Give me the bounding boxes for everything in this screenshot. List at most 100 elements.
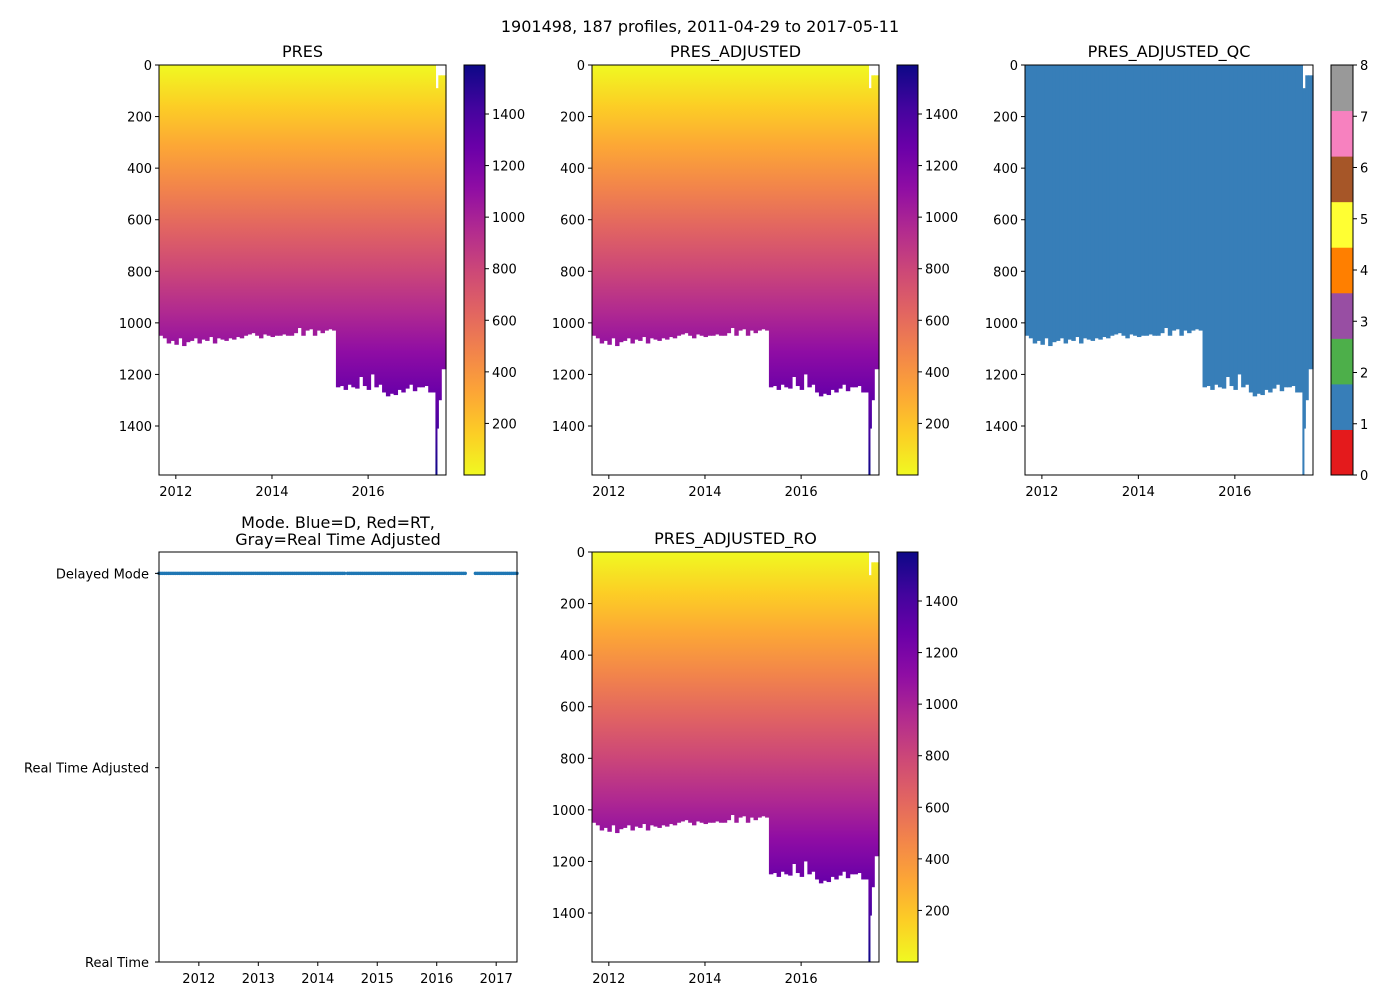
profile-column xyxy=(1202,65,1207,388)
profile-column xyxy=(1256,65,1262,394)
profile-column xyxy=(807,552,812,875)
profile-column xyxy=(282,65,287,335)
profile-column xyxy=(1279,65,1285,392)
profile-column xyxy=(668,65,674,338)
profile-column xyxy=(212,65,218,344)
profile-column xyxy=(332,65,337,331)
x-tick-label: 2016 xyxy=(420,972,453,987)
profile-column xyxy=(638,552,643,828)
profile-column xyxy=(378,65,383,385)
y-tick-label: 200 xyxy=(127,111,152,126)
profile-column xyxy=(722,552,728,823)
profile-column xyxy=(707,552,712,823)
axes-frame xyxy=(158,64,447,476)
y-tick-label: 1400 xyxy=(552,907,585,922)
profile-column xyxy=(795,552,801,874)
profile-column xyxy=(676,65,682,336)
profile-column xyxy=(830,65,835,390)
profile-column xyxy=(1303,88,1306,429)
profile-column xyxy=(595,65,601,339)
profile-column xyxy=(1144,65,1150,336)
profile-column xyxy=(270,65,275,338)
profile-column xyxy=(397,65,402,390)
profile-column xyxy=(393,65,399,396)
profile-column xyxy=(251,65,256,334)
profile-column xyxy=(799,65,805,390)
profile-column xyxy=(1187,65,1192,334)
profile-column xyxy=(630,552,635,831)
profile-column xyxy=(1067,65,1072,340)
profile-column xyxy=(205,65,210,341)
profile-column xyxy=(703,65,708,338)
colorbar-tick-label: 800 xyxy=(925,750,950,765)
subplot-1: PRES_ADJUSTED 0 200 400 600 800 1000 1200 1400 20… xyxy=(552,42,958,500)
profile-column xyxy=(1071,65,1076,341)
x-tick-label: 2014 xyxy=(688,972,721,987)
profile-column xyxy=(615,65,620,347)
profile-column xyxy=(680,552,685,822)
profile-column xyxy=(1086,65,1092,340)
profile-column xyxy=(684,65,689,334)
profile-column xyxy=(197,65,202,344)
profile-column xyxy=(351,65,356,388)
profile-column xyxy=(788,552,793,876)
profile-column xyxy=(861,552,866,880)
profile-column xyxy=(865,552,870,880)
profile-column xyxy=(438,75,442,401)
profile-column xyxy=(324,65,329,331)
y-tick-label: 800 xyxy=(560,752,585,767)
profile-column xyxy=(1214,65,1219,385)
x-tick-label: 2012 xyxy=(159,485,192,500)
profile-column xyxy=(657,65,662,341)
profile-column xyxy=(871,562,875,888)
profile-column xyxy=(1260,65,1265,396)
profile-column xyxy=(795,65,801,387)
profile-column xyxy=(845,65,851,392)
profile-column xyxy=(611,65,616,339)
profile-column xyxy=(382,65,387,393)
colorbar-tick-label: 7 xyxy=(1360,110,1368,125)
colorbar-tick-label: 5 xyxy=(1360,213,1368,228)
profile-column xyxy=(266,65,272,336)
profile-column xyxy=(695,552,701,822)
profile-column xyxy=(1102,65,1107,338)
y-tick-label: 600 xyxy=(127,214,152,229)
profile-column xyxy=(1044,65,1049,339)
profile-column xyxy=(780,65,785,385)
profile-column xyxy=(699,552,705,823)
profile-column xyxy=(1171,65,1177,331)
y-tick-label: 800 xyxy=(127,265,152,280)
profile-column xyxy=(741,65,747,330)
profile-column xyxy=(1109,65,1115,336)
profile-column xyxy=(166,65,172,344)
x-tick-label: 2012 xyxy=(592,485,625,500)
colorbar-tick-label: 400 xyxy=(925,853,950,868)
profile-column xyxy=(738,552,743,818)
profile-column xyxy=(185,65,191,343)
y-tick-label: 200 xyxy=(560,598,585,613)
profile-column xyxy=(1275,65,1281,385)
profile-column xyxy=(416,65,422,388)
profile-column xyxy=(1117,65,1123,334)
profile-column xyxy=(243,65,249,336)
y-tick-label: 1000 xyxy=(985,317,1018,332)
subplot-2: PRES_ADJUSTED_QC020040060080010001200140… xyxy=(985,42,1368,500)
subplot-title: PRES_ADJUSTED xyxy=(670,42,801,62)
x-tick-label: 2012 xyxy=(1025,485,1058,500)
profile-column xyxy=(745,65,751,336)
profile-column xyxy=(305,65,310,331)
colorbar-gradient xyxy=(897,65,918,475)
profile-column xyxy=(811,65,816,385)
profile-column xyxy=(193,65,199,339)
profile-column xyxy=(1244,65,1250,385)
profile-column xyxy=(853,552,858,875)
profile-column xyxy=(784,552,789,875)
profile-column xyxy=(592,65,597,336)
profile-column xyxy=(182,65,187,347)
profile-column xyxy=(178,65,183,339)
profile-column xyxy=(869,88,872,429)
profile-column xyxy=(220,65,225,340)
profile-column xyxy=(803,65,808,375)
profile-column xyxy=(320,65,325,334)
profile-column xyxy=(599,552,605,831)
